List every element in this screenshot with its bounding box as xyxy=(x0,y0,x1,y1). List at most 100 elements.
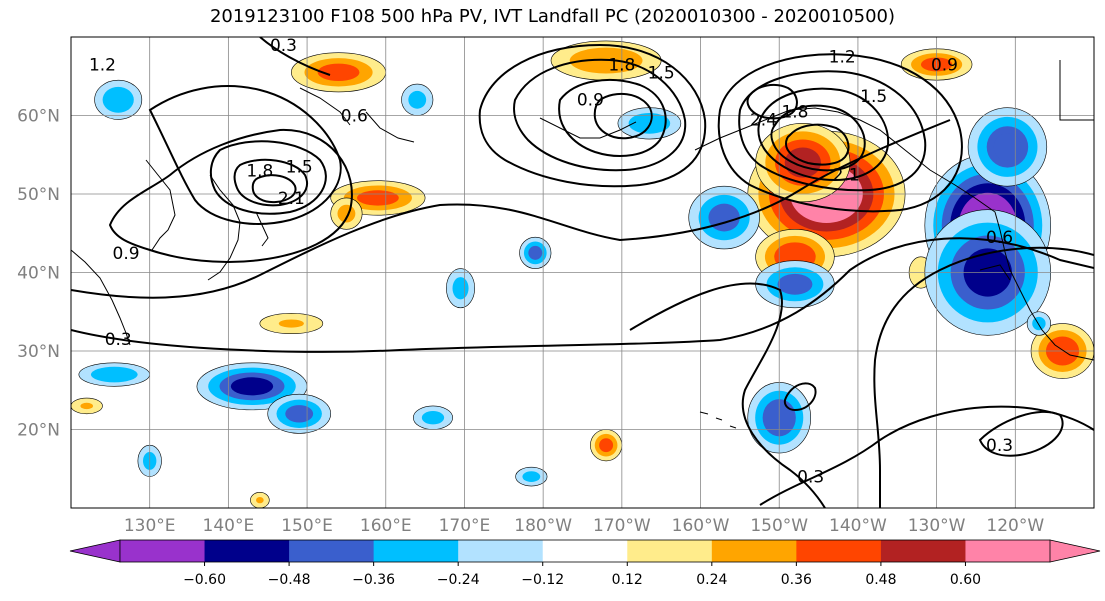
lon-tick-label: 140°E xyxy=(203,516,255,536)
ivt-anomaly-feature xyxy=(515,466,548,487)
ivt-anomaly-outline xyxy=(267,393,331,434)
alaska-coastline xyxy=(539,107,1001,231)
colorbar-tick-label: 0.12 xyxy=(612,572,643,588)
colorbar-segment xyxy=(120,540,206,562)
pv-contour-label: 1.8 xyxy=(608,55,635,75)
pv-contour-1.2-asia xyxy=(148,85,342,225)
pv-contour-0.3-north xyxy=(259,37,331,76)
colorbar-tick-label: −0.36 xyxy=(352,572,395,588)
ivt-anomaly-outline xyxy=(1026,311,1052,336)
colorbar-segment xyxy=(711,540,797,562)
pv-contour-label: 0.9 xyxy=(577,91,604,111)
ivt-anomaly-feature xyxy=(519,236,552,269)
lon-tick-label: 140°W xyxy=(829,516,887,536)
pv-contours xyxy=(71,37,1094,508)
ivt-anomaly-band xyxy=(426,413,440,422)
ivt-anomaly-feature xyxy=(446,268,475,309)
pv-contour-label: 1.5 xyxy=(648,63,675,83)
ivt-anomaly-feature xyxy=(196,362,308,411)
colorbar-tick-label: −0.60 xyxy=(183,572,226,588)
ivt-anomaly-feature xyxy=(755,260,835,309)
lat-tick-label: 30°N xyxy=(17,342,60,362)
pv-contour-0.3 xyxy=(71,237,1094,353)
pv-contour-0.3-subtrop xyxy=(783,382,817,412)
colorbar-segment xyxy=(965,540,1051,562)
ivt-anomaly-feature xyxy=(401,83,434,116)
hawaii-islands xyxy=(699,411,737,429)
ivt-anomaly-outline xyxy=(967,107,1048,187)
pv-contour-1.5-asia xyxy=(209,140,327,215)
lon-tick-label: 150°E xyxy=(281,516,333,536)
colorbar-segment xyxy=(204,540,290,562)
pv-contour-1.8-pacific xyxy=(593,92,653,140)
pv-contour-2.1-gulf xyxy=(784,123,850,166)
ivt-anomaly-outline xyxy=(330,197,363,230)
ivt-anomaly-outline xyxy=(688,185,760,250)
lon-tick-label: 160°E xyxy=(360,516,412,536)
pv-contour-1.5-pacific xyxy=(558,79,667,157)
colorbar-segment xyxy=(542,540,628,562)
colorbar-segment xyxy=(627,540,713,562)
ivt-anomaly-feature xyxy=(291,52,387,93)
pv-contour-label: 2.4 xyxy=(750,110,777,130)
pv-contour-label: 0.9 xyxy=(113,244,140,264)
asia-coastline xyxy=(71,87,415,346)
ivt-anomaly-band xyxy=(600,439,612,451)
pv-contour-2.1-asia xyxy=(251,174,297,204)
ivt-anomaly-feature xyxy=(267,393,331,434)
colorbar-tick-label: −0.12 xyxy=(521,572,564,588)
colorbar-extend-max xyxy=(1049,539,1101,563)
ivt-anomaly-outline xyxy=(94,79,143,120)
ivt-anomaly-band xyxy=(455,281,466,296)
ivt-anomaly-band xyxy=(232,378,272,395)
ivt-anomaly-feature xyxy=(259,313,324,335)
ivt-anomaly-feature xyxy=(330,197,363,230)
pv-contour-label: 0.9 xyxy=(931,55,958,75)
pv-contour-0.9-asia xyxy=(108,128,353,263)
longitude-labels: 130°E 140°E 150°E 160°E 170°E 180°W 170°W 160°W… xyxy=(124,516,1045,536)
ivt-anomaly-band xyxy=(101,370,127,379)
colorbar-tick-label: 0.36 xyxy=(781,572,812,588)
gridlines xyxy=(71,37,1094,508)
lon-tick-label: 180°W xyxy=(514,516,572,536)
ivt-anomaly-band xyxy=(711,206,737,229)
ivt-anomaly-band xyxy=(993,133,1022,161)
map-title: 2019123100 F108 500 hPa PV, IVT Landfall… xyxy=(209,6,896,27)
pv-contour-0.3-small xyxy=(978,410,1064,457)
pv-contour-1.5-gulf xyxy=(757,87,890,182)
ivt-anomaly-feature xyxy=(78,362,150,387)
colorbar-segment xyxy=(458,540,544,562)
pv-contour-0.9-gulf xyxy=(717,53,963,213)
colorbar-frame xyxy=(119,539,1051,563)
ivt-anomaly-feature xyxy=(94,79,143,120)
ivt-anomaly-band xyxy=(529,247,541,259)
pv-contour-label: 1.5 xyxy=(860,87,887,107)
ivt-anomaly-band xyxy=(81,403,93,409)
lat-tick-label: 20°N xyxy=(17,421,60,441)
pv-contour-labels: 1.20.30.61.8 1.52.10.90.30.91.51.8 1.21.51… xyxy=(89,37,1013,488)
ivt-anomaly-outline xyxy=(515,466,548,487)
pv-contour-label: 0.3 xyxy=(105,330,132,350)
lon-tick-label: 120°W xyxy=(986,516,1044,536)
colorbar-segment xyxy=(880,540,966,562)
colorbar-segment xyxy=(373,540,459,562)
colorbar-tick-label: 0.60 xyxy=(950,572,981,588)
ivt-anomaly-feature xyxy=(250,492,270,508)
latitude-labels: 20°N 30°N 40°N 50°N 60°N xyxy=(17,107,60,441)
lat-tick-label: 60°N xyxy=(17,107,60,127)
colorbar: −0.60 −0.48 −0.36 −0.24 −0.12 0.12 0.24 0.36 0.4… xyxy=(69,539,1101,588)
pv-contour-label: 0.6 xyxy=(986,228,1013,248)
ivt-anomaly-feature xyxy=(1026,311,1052,336)
lon-tick-label: 170°E xyxy=(439,516,491,536)
lon-tick-label: 150°W xyxy=(750,516,808,536)
pv-contour-label: 0.3 xyxy=(797,468,824,488)
ivt-anomaly-feature xyxy=(590,429,623,462)
ivt-anomaly-feature xyxy=(71,397,103,415)
ivt-anomaly-feature xyxy=(413,405,453,430)
lon-tick-label: 130°W xyxy=(908,516,966,536)
ivt-anomaly-outline xyxy=(330,180,426,216)
colorbar-tick-label: −0.24 xyxy=(437,572,480,588)
colorbar-segment xyxy=(796,540,882,562)
ivt-anomaly-outline xyxy=(446,268,475,309)
pv-contour-0.3-hawaii xyxy=(629,282,826,508)
